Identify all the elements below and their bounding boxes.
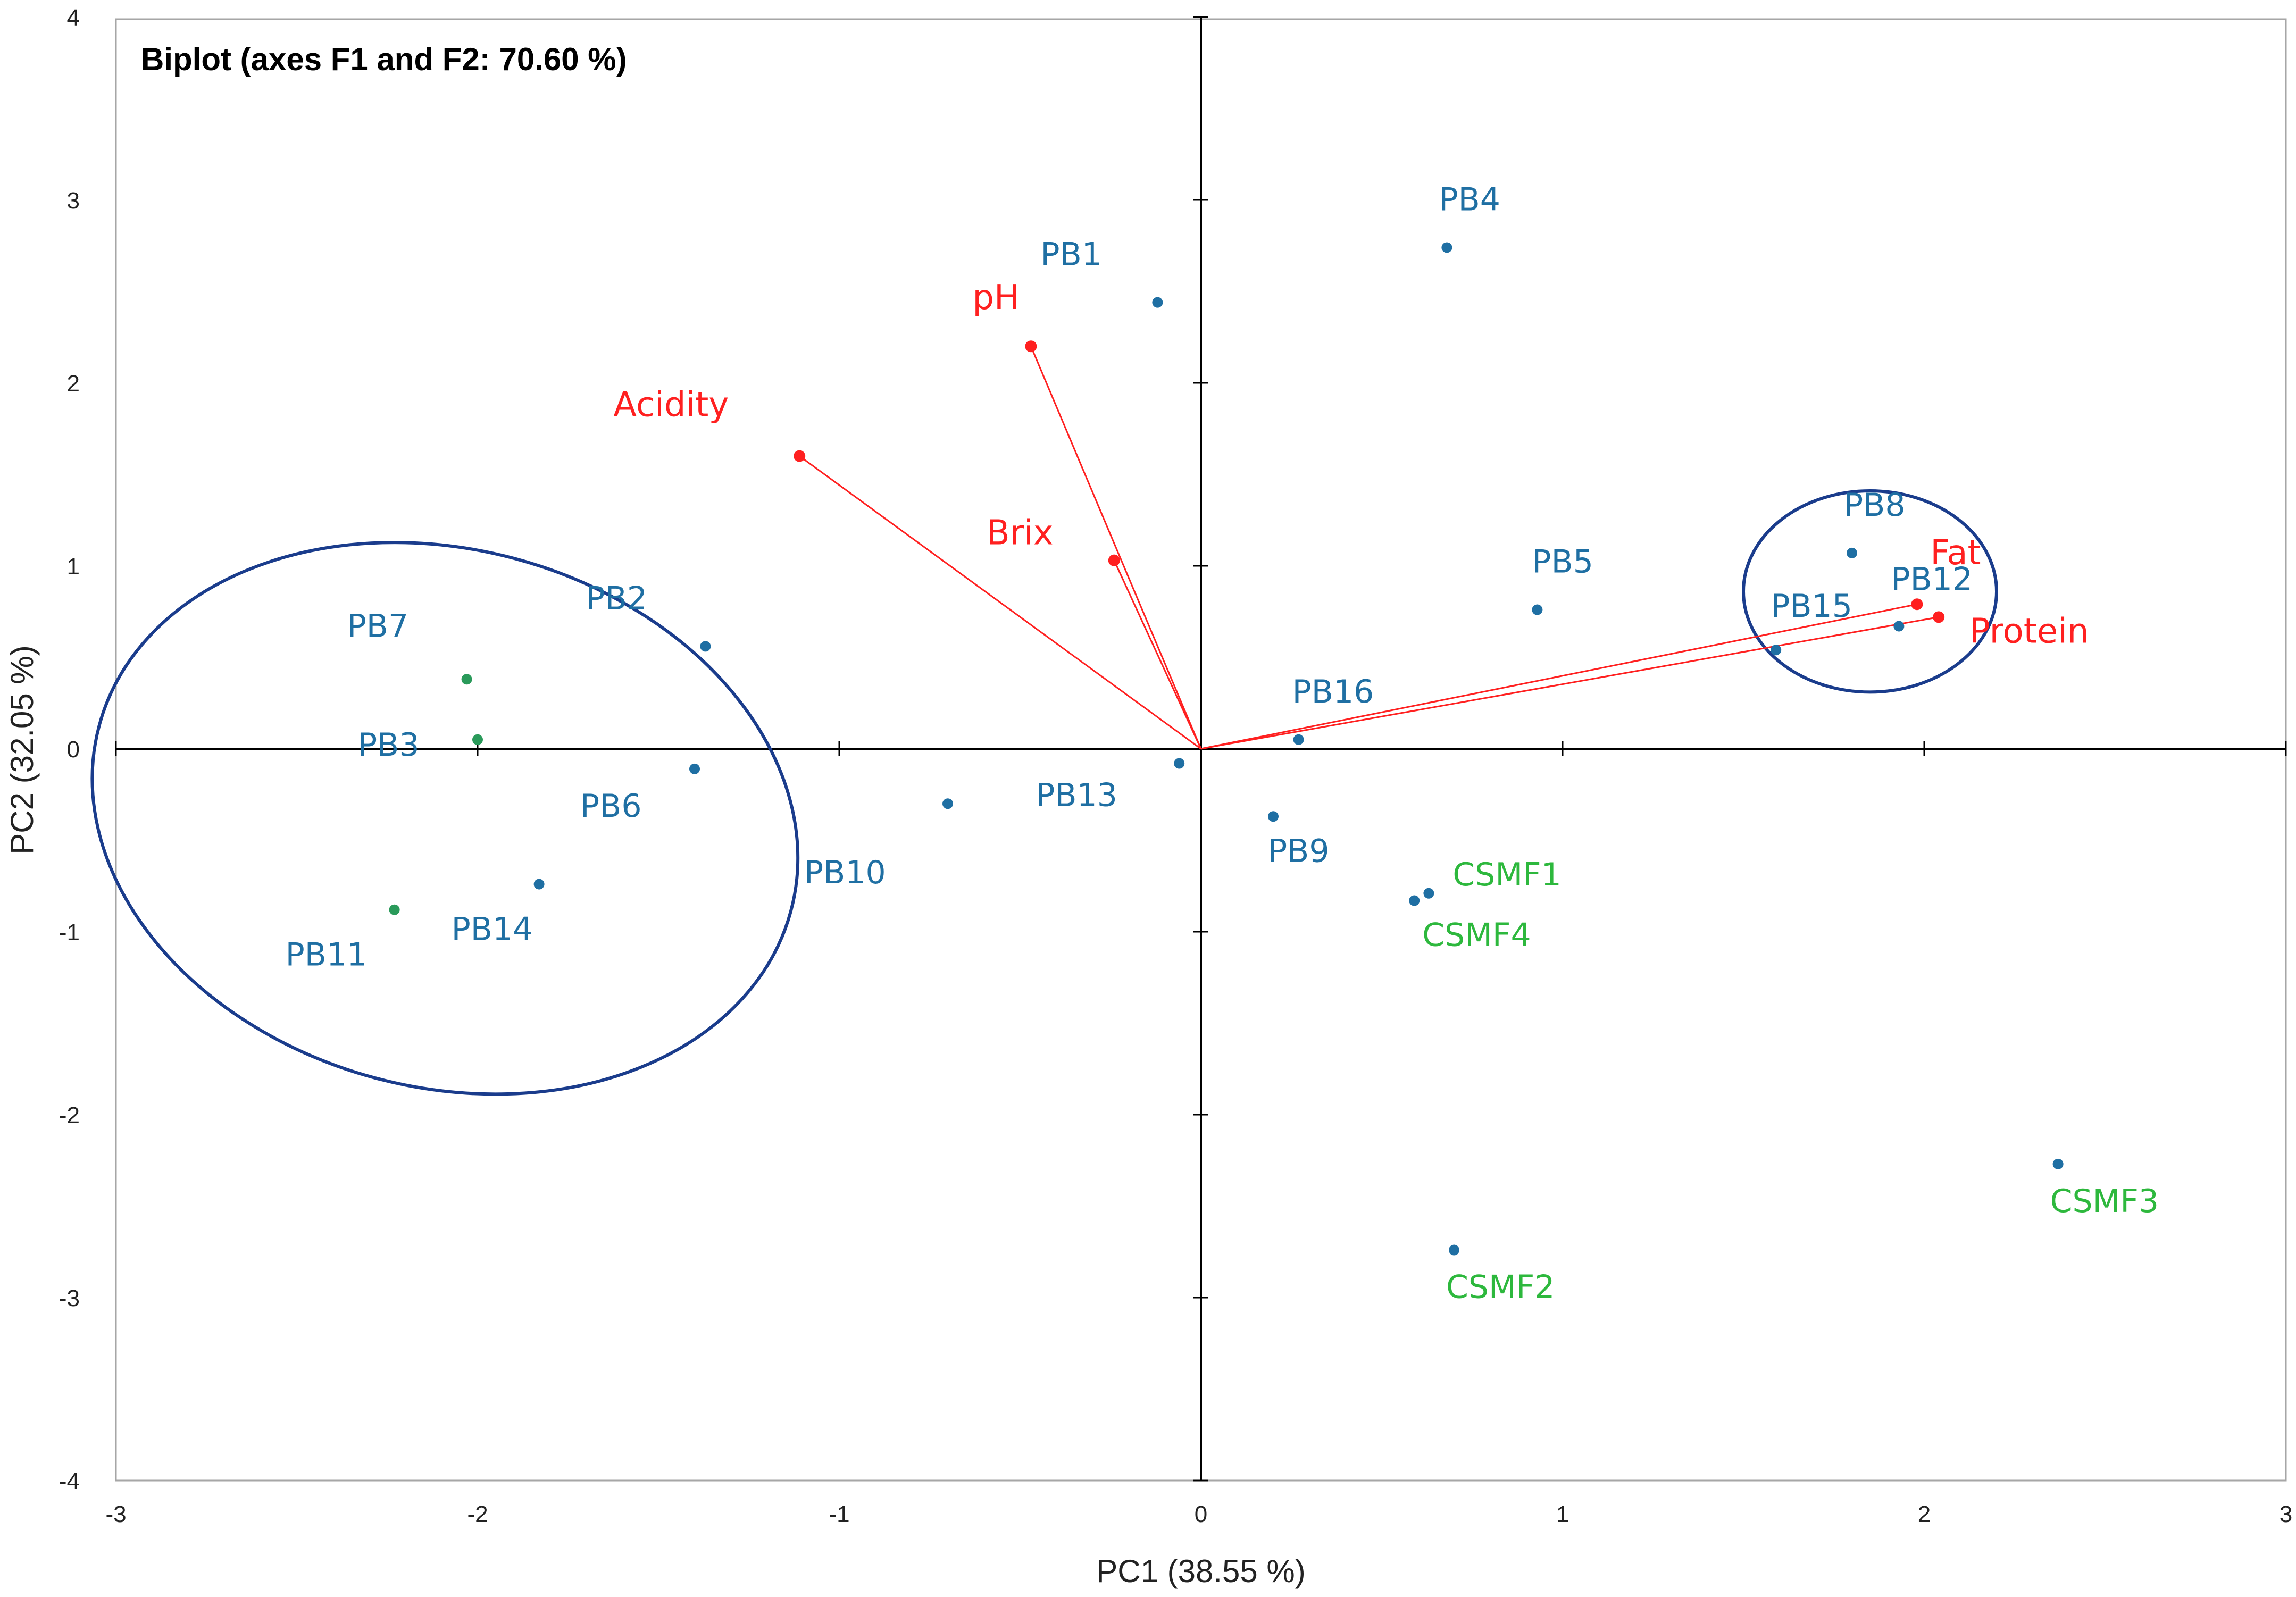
variable-label-ph: pH xyxy=(972,278,1020,317)
y-tick-label: 4 xyxy=(67,5,80,31)
sample-point-pb6 xyxy=(689,763,700,774)
label-layer: pH Acidity Brix Fat Protein PB1 PB2 PB3 PB4 PB5 PB… xyxy=(286,181,2159,1306)
sample-point-pb4 xyxy=(1441,242,1452,253)
sample-label-pb4: PB4 xyxy=(1439,181,1500,218)
x-tick-label: 2 xyxy=(1918,1501,1931,1527)
sample-point-csmf2 xyxy=(1449,1244,1459,1256)
sample-label-pb12: PB12 xyxy=(1891,561,1973,598)
sample-point-pb2 xyxy=(700,641,711,652)
y-tick-label: 0 xyxy=(67,737,80,763)
sample-label-csmf4: CSMF4 xyxy=(1422,917,1531,954)
x-tick-label: 1 xyxy=(1556,1501,1569,1527)
variable-point-fat xyxy=(1911,598,1923,611)
sample-point-csmf4 xyxy=(1409,895,1420,906)
variable-vector-brix xyxy=(1113,560,1202,749)
sample-point-pb11 xyxy=(389,904,400,915)
sample-point-pb16 xyxy=(1293,734,1304,745)
y-tick-label: 3 xyxy=(67,188,80,214)
sample-label-pb13: PB13 xyxy=(1036,777,1117,814)
sample-point-csmf1 xyxy=(1423,888,1434,899)
sample-point-pb1 xyxy=(1152,297,1163,308)
cluster-ellipse-left-cluster xyxy=(90,541,800,1096)
y-tick-label: -2 xyxy=(59,1102,80,1128)
sample-label-csmf1: CSMF1 xyxy=(1452,856,1561,893)
sample-point-layer xyxy=(389,242,2064,1256)
sample-point-pb3 xyxy=(472,734,483,745)
sample-point-pb8 xyxy=(1847,547,1857,558)
variable-label-acidity: Acidity xyxy=(613,386,729,425)
variable-label-fat: Fat xyxy=(1930,533,1981,573)
variable-vector-layer xyxy=(794,340,1945,750)
variable-label-brix: Brix xyxy=(987,514,1054,553)
sample-point-pb13 xyxy=(1174,758,1185,769)
sample-label-pb16: PB16 xyxy=(1292,673,1374,710)
y-tick-label: -1 xyxy=(59,919,80,946)
y-axis-title: PC2 (32.05 %) xyxy=(4,645,40,855)
sample-point-pb14 xyxy=(533,879,545,890)
x-tick-label: -3 xyxy=(105,1501,126,1527)
sample-point-pb12 xyxy=(1893,621,1905,632)
cluster-ellipse-right-cluster xyxy=(1742,489,1998,694)
y-tick-label: -4 xyxy=(59,1468,80,1494)
variable-point-brix xyxy=(1108,554,1120,566)
variable-vector-acidity xyxy=(799,455,1201,750)
x-tick-label: -2 xyxy=(467,1501,488,1527)
sample-label-pb3: PB3 xyxy=(358,726,420,764)
sample-label-pb5: PB5 xyxy=(1532,544,1593,581)
variable-label-protein: Protein xyxy=(1969,612,2089,651)
sample-point-pb9 xyxy=(1268,811,1279,822)
x-axis-title: PC1 (38.55 %) xyxy=(1096,1553,1306,1589)
variable-point-protein xyxy=(1933,611,1945,623)
sample-label-pb14: PB14 xyxy=(452,911,533,948)
y-tick-label: 1 xyxy=(67,554,80,580)
variable-vector-fat xyxy=(1200,603,1917,750)
sample-label-pb7: PB7 xyxy=(347,607,409,645)
sample-label-pb11: PB11 xyxy=(286,937,368,974)
y-tick-label: 2 xyxy=(67,371,80,397)
x-tick-label: 3 xyxy=(2280,1501,2292,1527)
sample-label-pb15: PB15 xyxy=(1771,588,1852,625)
y-tick-label: -3 xyxy=(59,1285,80,1311)
sample-label-pb10: PB10 xyxy=(804,854,886,891)
x-tick-label: -1 xyxy=(829,1501,849,1527)
sample-label-pb8: PB8 xyxy=(1844,487,1906,524)
variable-vector-ph xyxy=(1030,346,1202,749)
sample-point-pb15 xyxy=(1771,645,1782,656)
chart-title: Biplot (axes F1 and F2: 70.60 %) xyxy=(141,41,627,77)
variable-point-acidity xyxy=(794,450,806,462)
axis-layer: -3 -2 -1 0 1 2 3 4 3 2 1 0 -1 -2 -3 -4 xyxy=(59,5,2292,1527)
sample-point-csmf3 xyxy=(2052,1158,2064,1169)
sample-label-csmf2: CSMF2 xyxy=(1446,1269,1555,1306)
sample-label-pb2: PB2 xyxy=(586,580,647,617)
sample-point-pb7 xyxy=(461,674,472,685)
variable-vector-protein xyxy=(1200,616,1939,750)
ellipse-layer xyxy=(90,489,1998,1096)
sample-label-pb6: PB6 xyxy=(580,788,642,825)
sample-label-pb9: PB9 xyxy=(1268,832,1330,869)
sample-label-pb1: PB1 xyxy=(1040,236,1102,273)
sample-point-pb5 xyxy=(1532,604,1543,615)
variable-point-ph xyxy=(1025,340,1037,353)
x-tick-label: 0 xyxy=(1195,1501,1207,1527)
sample-label-csmf3: CSMF3 xyxy=(2050,1183,2159,1220)
sample-point-pb10 xyxy=(942,798,953,809)
